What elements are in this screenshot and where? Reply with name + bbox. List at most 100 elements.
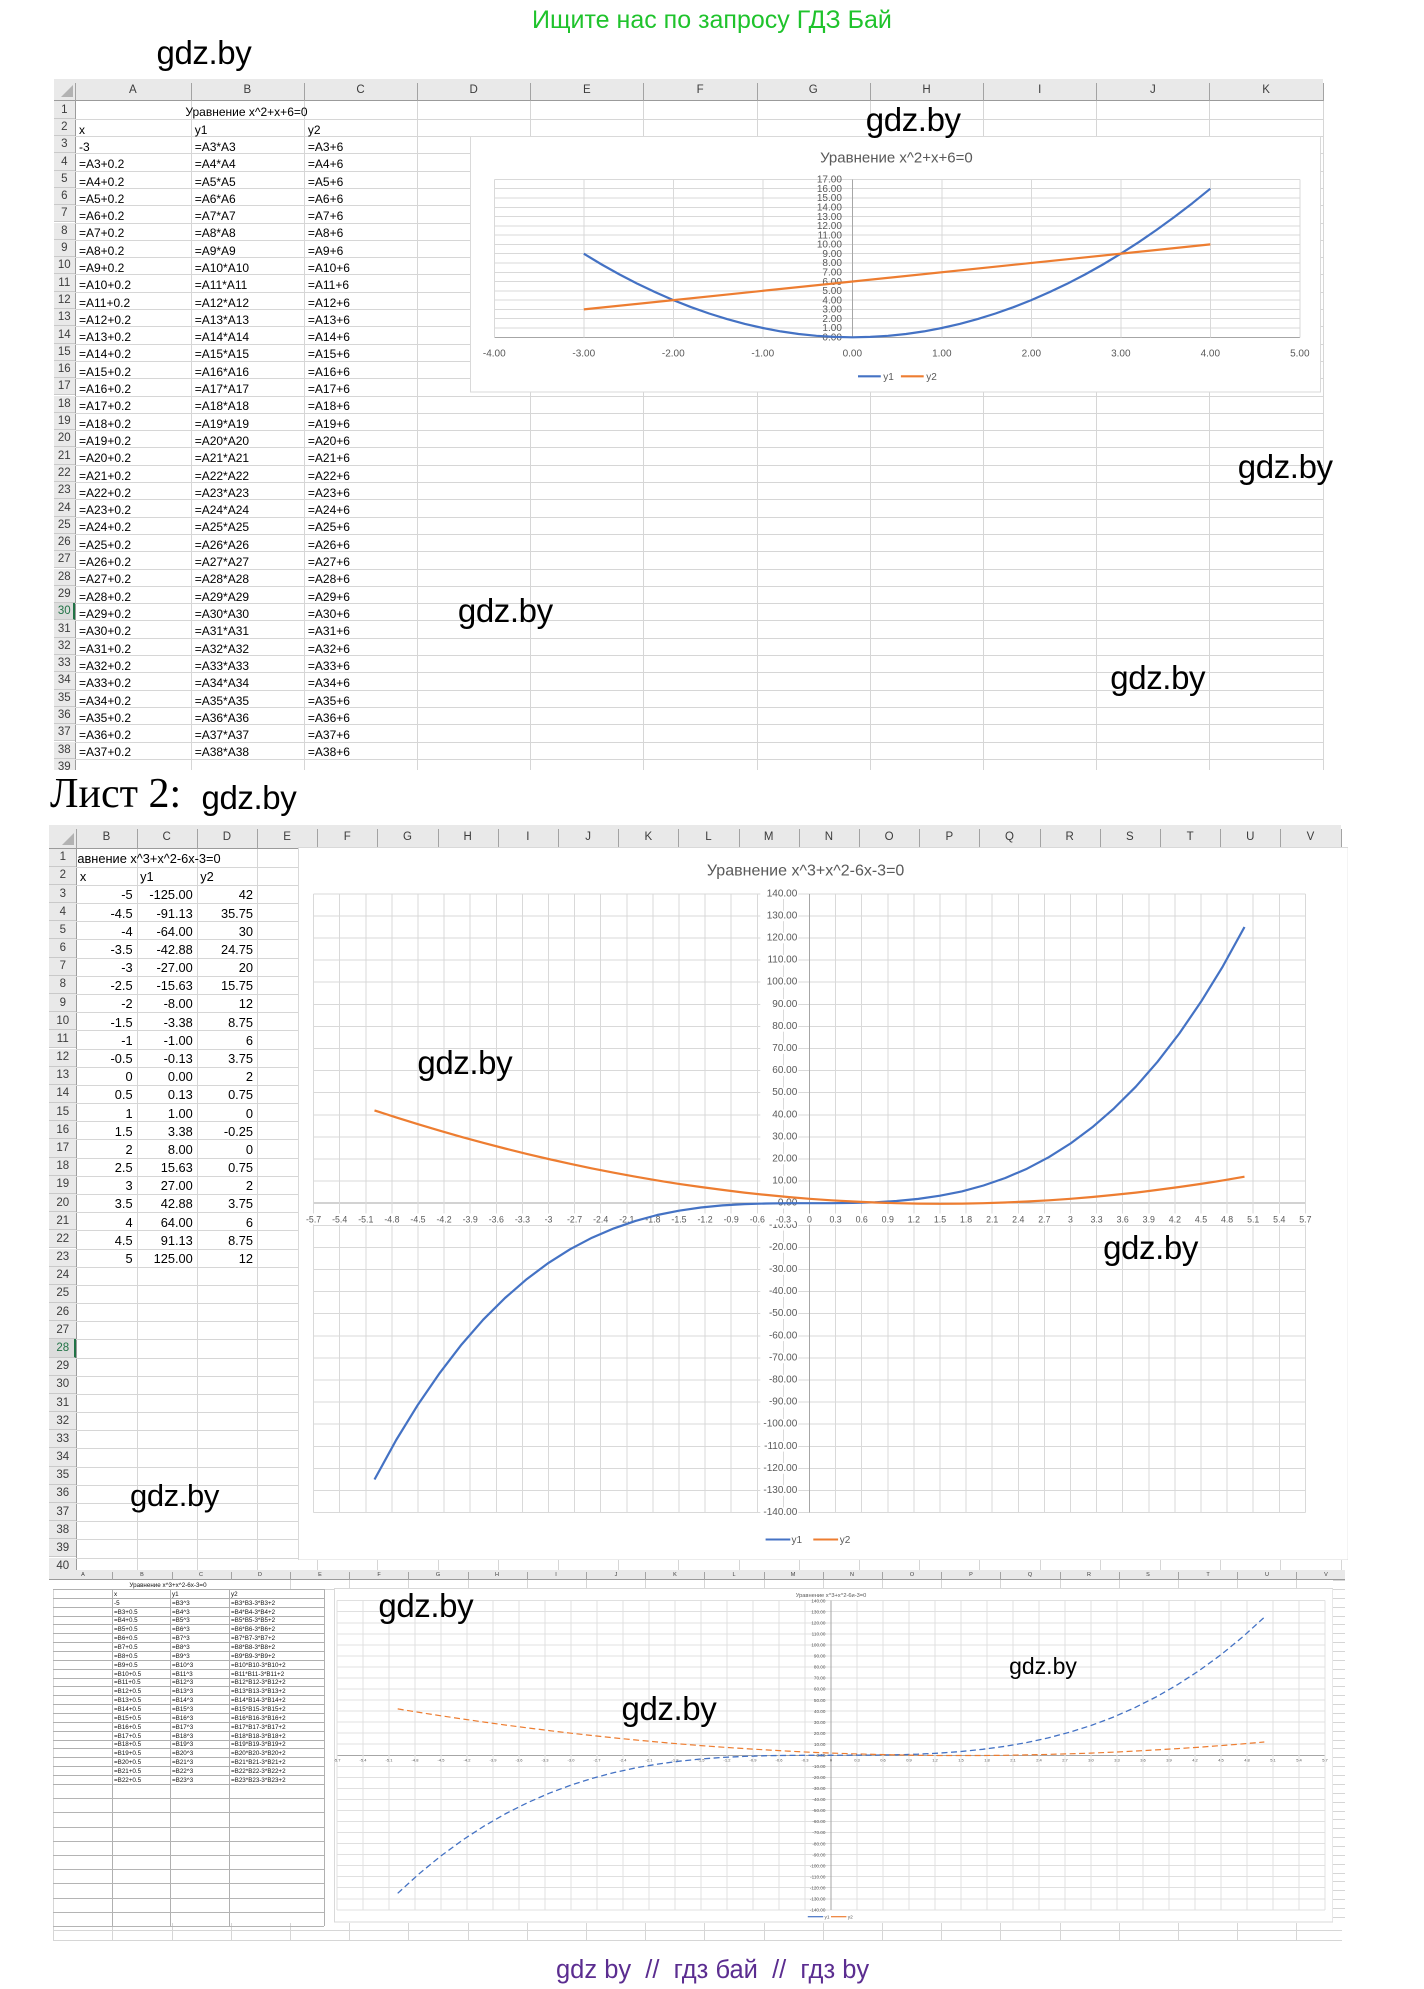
svg-text:y2: y2 [839,1535,850,1546]
svg-text:-2.7: -2.7 [567,1214,582,1224]
svg-text:-140.00: -140.00 [763,1507,797,1518]
svg-text:70.00: 70.00 [772,1043,797,1054]
svg-text:5.7: 5.7 [1322,1758,1328,1763]
svg-text:1.00: 1.00 [823,323,843,334]
svg-text:-110.00: -110.00 [810,1875,826,1880]
svg-text:4.2: 4.2 [1192,1758,1198,1763]
svg-text:y2: y2 [927,372,938,383]
svg-text:-3.0: -3.0 [567,1758,575,1763]
svg-text:y1: y1 [791,1535,802,1546]
svg-text:-3.3: -3.3 [515,1214,530,1224]
svg-text:12.00: 12.00 [817,221,842,232]
svg-text:-1.2: -1.2 [723,1758,731,1763]
svg-text:0.3: 0.3 [829,1214,841,1224]
svg-text:60.00: 60.00 [814,1687,826,1692]
svg-text:4.5: 4.5 [1195,1214,1207,1224]
svg-text:-130.00: -130.00 [810,1897,826,1902]
svg-text:16.00: 16.00 [817,184,842,195]
svg-text:17.00: 17.00 [817,175,842,186]
svg-text:110.00: 110.00 [811,1632,825,1637]
svg-text:4.8: 4.8 [1221,1214,1233,1224]
svg-text:-5.1: -5.1 [385,1758,393,1763]
svg-text:-2.1: -2.1 [619,1214,634,1224]
svg-text:0: 0 [830,1758,833,1763]
svg-text:-1.00: -1.00 [752,349,775,360]
svg-text:9.00: 9.00 [823,249,843,260]
svg-text:30.00: 30.00 [772,1131,797,1142]
svg-text:y1: y1 [884,372,895,383]
svg-text:4.00: 4.00 [1201,349,1221,360]
svg-text:2.4: 2.4 [1036,1758,1042,1763]
svg-text:Уравнение x^3+x^2-6и-3=0: Уравнение x^3+x^2-6и-3=0 [796,1593,867,1599]
svg-text:5.00: 5.00 [1290,349,1310,360]
svg-text:-2.1: -2.1 [645,1758,653,1763]
svg-text:-30.00: -30.00 [812,1786,825,1791]
svg-text:-3.6: -3.6 [488,1214,503,1224]
svg-text:-4.00: -4.00 [483,349,506,360]
svg-text:3: 3 [1068,1214,1073,1224]
svg-text:-4.8: -4.8 [384,1214,399,1224]
svg-text:-60.00: -60.00 [769,1330,798,1341]
svg-text:-5.1: -5.1 [358,1214,373,1224]
svg-text:y1: y1 [824,1915,829,1921]
svg-text:4.2: 4.2 [1168,1214,1180,1224]
svg-text:5.7: 5.7 [1299,1214,1311,1224]
svg-text:1.2: 1.2 [932,1758,938,1763]
svg-text:0.6: 0.6 [880,1758,886,1763]
svg-text:-3.9: -3.9 [489,1758,497,1763]
svg-text:1.2: 1.2 [907,1214,919,1224]
svg-text:-3.9: -3.9 [462,1214,477,1224]
svg-text:2.7: 2.7 [1038,1214,1050,1224]
svg-text:-3.3: -3.3 [541,1758,549,1763]
svg-text:-90.00: -90.00 [812,1853,825,1858]
svg-text:90.00: 90.00 [814,1654,826,1659]
svg-text:10.00: 10.00 [772,1175,797,1186]
svg-text:-20.00: -20.00 [812,1775,825,1780]
svg-text:7.00: 7.00 [823,268,843,279]
svg-text:4.5: 4.5 [1218,1758,1224,1763]
svg-text:-1.8: -1.8 [671,1758,679,1763]
svg-text:40.00: 40.00 [772,1109,797,1120]
svg-text:3.3: 3.3 [1090,1214,1102,1224]
svg-text:5.4: 5.4 [1273,1214,1285,1224]
svg-text:-60.00: -60.00 [812,1819,825,1824]
svg-text:4.8: 4.8 [1244,1758,1250,1763]
svg-text:-4.8: -4.8 [411,1758,419,1763]
svg-text:-50.00: -50.00 [769,1308,798,1319]
svg-text:70.00: 70.00 [814,1676,826,1681]
svg-text:5.1: 5.1 [1247,1214,1259,1224]
svg-text:3.00: 3.00 [1111,349,1131,360]
svg-text:-10.00: -10.00 [769,1219,798,1230]
svg-text:-4.5: -4.5 [437,1758,445,1763]
svg-text:-80.00: -80.00 [769,1374,798,1385]
svg-text:-90.00: -90.00 [769,1396,798,1407]
svg-text:0.9: 0.9 [881,1214,893,1224]
svg-text:90.00: 90.00 [772,998,797,1009]
svg-text:3.3: 3.3 [1114,1758,1120,1763]
svg-text:1.5: 1.5 [934,1214,946,1224]
svg-text:2.00: 2.00 [1022,349,1042,360]
svg-text:-5.7: -5.7 [334,1758,341,1763]
svg-text:Уравнение x^3+x^2-6x-3=0: Уравнение x^3+x^2-6x-3=0 [707,862,905,879]
svg-text:130.00: 130.00 [766,910,797,921]
svg-text:-40.00: -40.00 [769,1286,798,1297]
svg-text:-3.00: -3.00 [573,349,596,360]
svg-text:-1.8: -1.8 [645,1214,660,1224]
svg-text:-0.9: -0.9 [749,1758,757,1763]
svg-text:50.00: 50.00 [772,1087,797,1098]
svg-text:3.0: 3.0 [1088,1758,1094,1763]
svg-text:100.00: 100.00 [811,1643,825,1648]
svg-text:-100.00: -100.00 [810,1864,826,1869]
svg-text:8.00: 8.00 [823,258,843,269]
svg-text:-0.9: -0.9 [723,1214,738,1224]
svg-text:60.00: 60.00 [772,1065,797,1076]
svg-text:13.00: 13.00 [817,212,842,223]
svg-text:-70.00: -70.00 [769,1352,798,1363]
svg-text:1.00: 1.00 [932,349,952,360]
svg-text:30.00: 30.00 [814,1720,826,1725]
svg-text:-130.00: -130.00 [763,1485,797,1496]
svg-text:-100.00: -100.00 [763,1418,797,1429]
svg-text:-2.4: -2.4 [593,1214,608,1224]
svg-text:-5.4: -5.4 [332,1214,347,1224]
svg-text:Уравнение x^2+x+6=0: Уравнение x^2+x+6=0 [820,149,973,166]
